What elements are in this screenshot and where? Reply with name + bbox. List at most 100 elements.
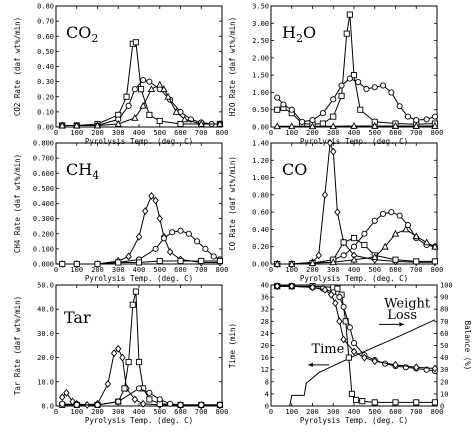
y-tick-label: 1.50 (252, 72, 269, 80)
y-tick-label: 2.00 (252, 54, 269, 62)
y-tick-label: 0.600 (33, 170, 54, 178)
x-axis-label: Pyrolysis Temp. (deg. C) (85, 274, 193, 283)
series-3-circle (59, 385, 223, 408)
x-tick-label: 200 (306, 266, 319, 274)
x-tick-label: 0 (269, 266, 273, 274)
data-point-circle (413, 117, 420, 124)
data-point-circle (94, 401, 101, 408)
data-point-triangle (391, 122, 400, 129)
data-point-triangle (308, 259, 317, 266)
data-point-square (392, 256, 399, 263)
y-tick-label: 3.50 (252, 3, 269, 11)
x-tick-label: 200 (91, 129, 104, 137)
x-tick-label: 400 (348, 408, 361, 416)
data-point-circle (371, 84, 378, 91)
data-point-triangle (329, 122, 337, 130)
x-tick-label: 200 (306, 129, 319, 137)
y-tick-label: 36 (261, 294, 269, 302)
data-point-triangle (412, 122, 420, 129)
y-tick-label: 0.80 (37, 3, 54, 11)
x-tick-label: 0 (269, 129, 273, 137)
data-point-square (146, 111, 153, 118)
y-axis-label: CO2 Rate (daf wt%/min) (13, 17, 22, 116)
x-tick-label: 0 (54, 408, 58, 416)
data-point-triangle (156, 80, 164, 88)
time-arrow-head (308, 362, 313, 368)
x-tick-label: 100 (70, 129, 83, 137)
data-point-circle (319, 110, 326, 117)
chart-panel-6: 0 100 200 300 400 500 600 700 800048121620242832… (228, 282, 472, 426)
y-tick-label: 0.80 (252, 191, 269, 199)
y-tick-label: 0.20 (37, 93, 54, 101)
x-axis-label: Pyrolysis Temp. (deg. C) (300, 137, 408, 146)
x-tick-label: 700 (410, 129, 423, 137)
data-point-diamond (327, 290, 335, 299)
y-tick-label: 0.500 (33, 185, 54, 193)
data-point-square (353, 396, 360, 404)
x-tick-label: 300 (327, 266, 340, 274)
data-point-square (343, 30, 350, 37)
series-3-square (59, 257, 223, 268)
x-tick-label: 800 (431, 266, 444, 274)
x-tick-label: 0 (269, 408, 273, 416)
x-tick-label: 400 (133, 266, 146, 274)
data-point-circle (210, 253, 217, 260)
y-right-tick-label: 30 (440, 366, 448, 374)
y-right-tick-label: 60 (440, 330, 448, 338)
data-point-circle (355, 79, 362, 86)
data-point-triangle (329, 258, 337, 266)
data-point-square (334, 285, 341, 292)
data-point-triangle (381, 242, 389, 250)
y-tick-label: 0.00 (252, 261, 269, 269)
data-point-triangle (288, 260, 296, 267)
data-point-diamond (334, 208, 341, 217)
data-point-triangle (164, 92, 172, 100)
data-point-square (59, 260, 66, 268)
data-point-diamond (110, 349, 118, 358)
y-tick-label: 1.00 (252, 174, 269, 182)
data-point-diamond (340, 335, 347, 344)
series-1-diamond (59, 192, 224, 268)
series-1-square (59, 39, 223, 129)
y-axis-label: H2O Rate (daf wt%/min) (228, 17, 237, 116)
x-tick-label: 300 (112, 408, 125, 416)
y-axis-label-right: Balance (%) (463, 321, 472, 371)
data-point-diamond (392, 360, 399, 369)
data-point-square (129, 301, 136, 308)
data-point-diamond (148, 192, 155, 200)
data-point-square (357, 106, 364, 113)
data-point-circle (340, 252, 347, 259)
data-point-diamond (119, 353, 126, 362)
data-point-triangle (431, 122, 439, 129)
annotation-time: Time (311, 342, 344, 357)
y-tick-label: 0.60 (37, 33, 54, 41)
series-line (62, 194, 220, 265)
data-point-triangle (216, 120, 224, 127)
y-axis-label: Time (min) (228, 323, 237, 368)
chart-panel-3: 0 100 200 300 400 500 600 700 800 0.000 0.100 0.200… (13, 140, 228, 284)
data-point-circle (309, 117, 316, 124)
data-point-diamond (315, 251, 322, 260)
x-tick-label: 700 (195, 129, 208, 137)
y-tick-label: 1.00 (252, 89, 269, 97)
data-point-square (319, 120, 326, 127)
y-right-tick-label: 70 (440, 318, 448, 326)
data-point-triangle (308, 122, 317, 130)
data-point-diamond (131, 395, 139, 404)
data-point-square (132, 288, 139, 295)
data-point-circle (404, 113, 412, 120)
data-point-circle (59, 400, 66, 407)
data-point-triangle (131, 113, 139, 121)
x-tick-label: 300 (327, 408, 340, 416)
x-axis-label: Pyrolysis Temp. (deg. C) (300, 416, 408, 425)
y-tick-label: 32 (261, 306, 269, 314)
x-axis-label: Pyrolysis Temp. (deg. C) (85, 137, 193, 146)
data-point-square (156, 257, 163, 265)
y-tick-label: 16 (261, 354, 269, 362)
data-point-circle (396, 103, 403, 110)
data-point-square (431, 258, 438, 265)
data-point-circle (185, 230, 192, 237)
data-point-square (330, 113, 337, 120)
x-tick-label: 100 (70, 408, 83, 416)
x-tick-label: 100 (285, 266, 298, 274)
